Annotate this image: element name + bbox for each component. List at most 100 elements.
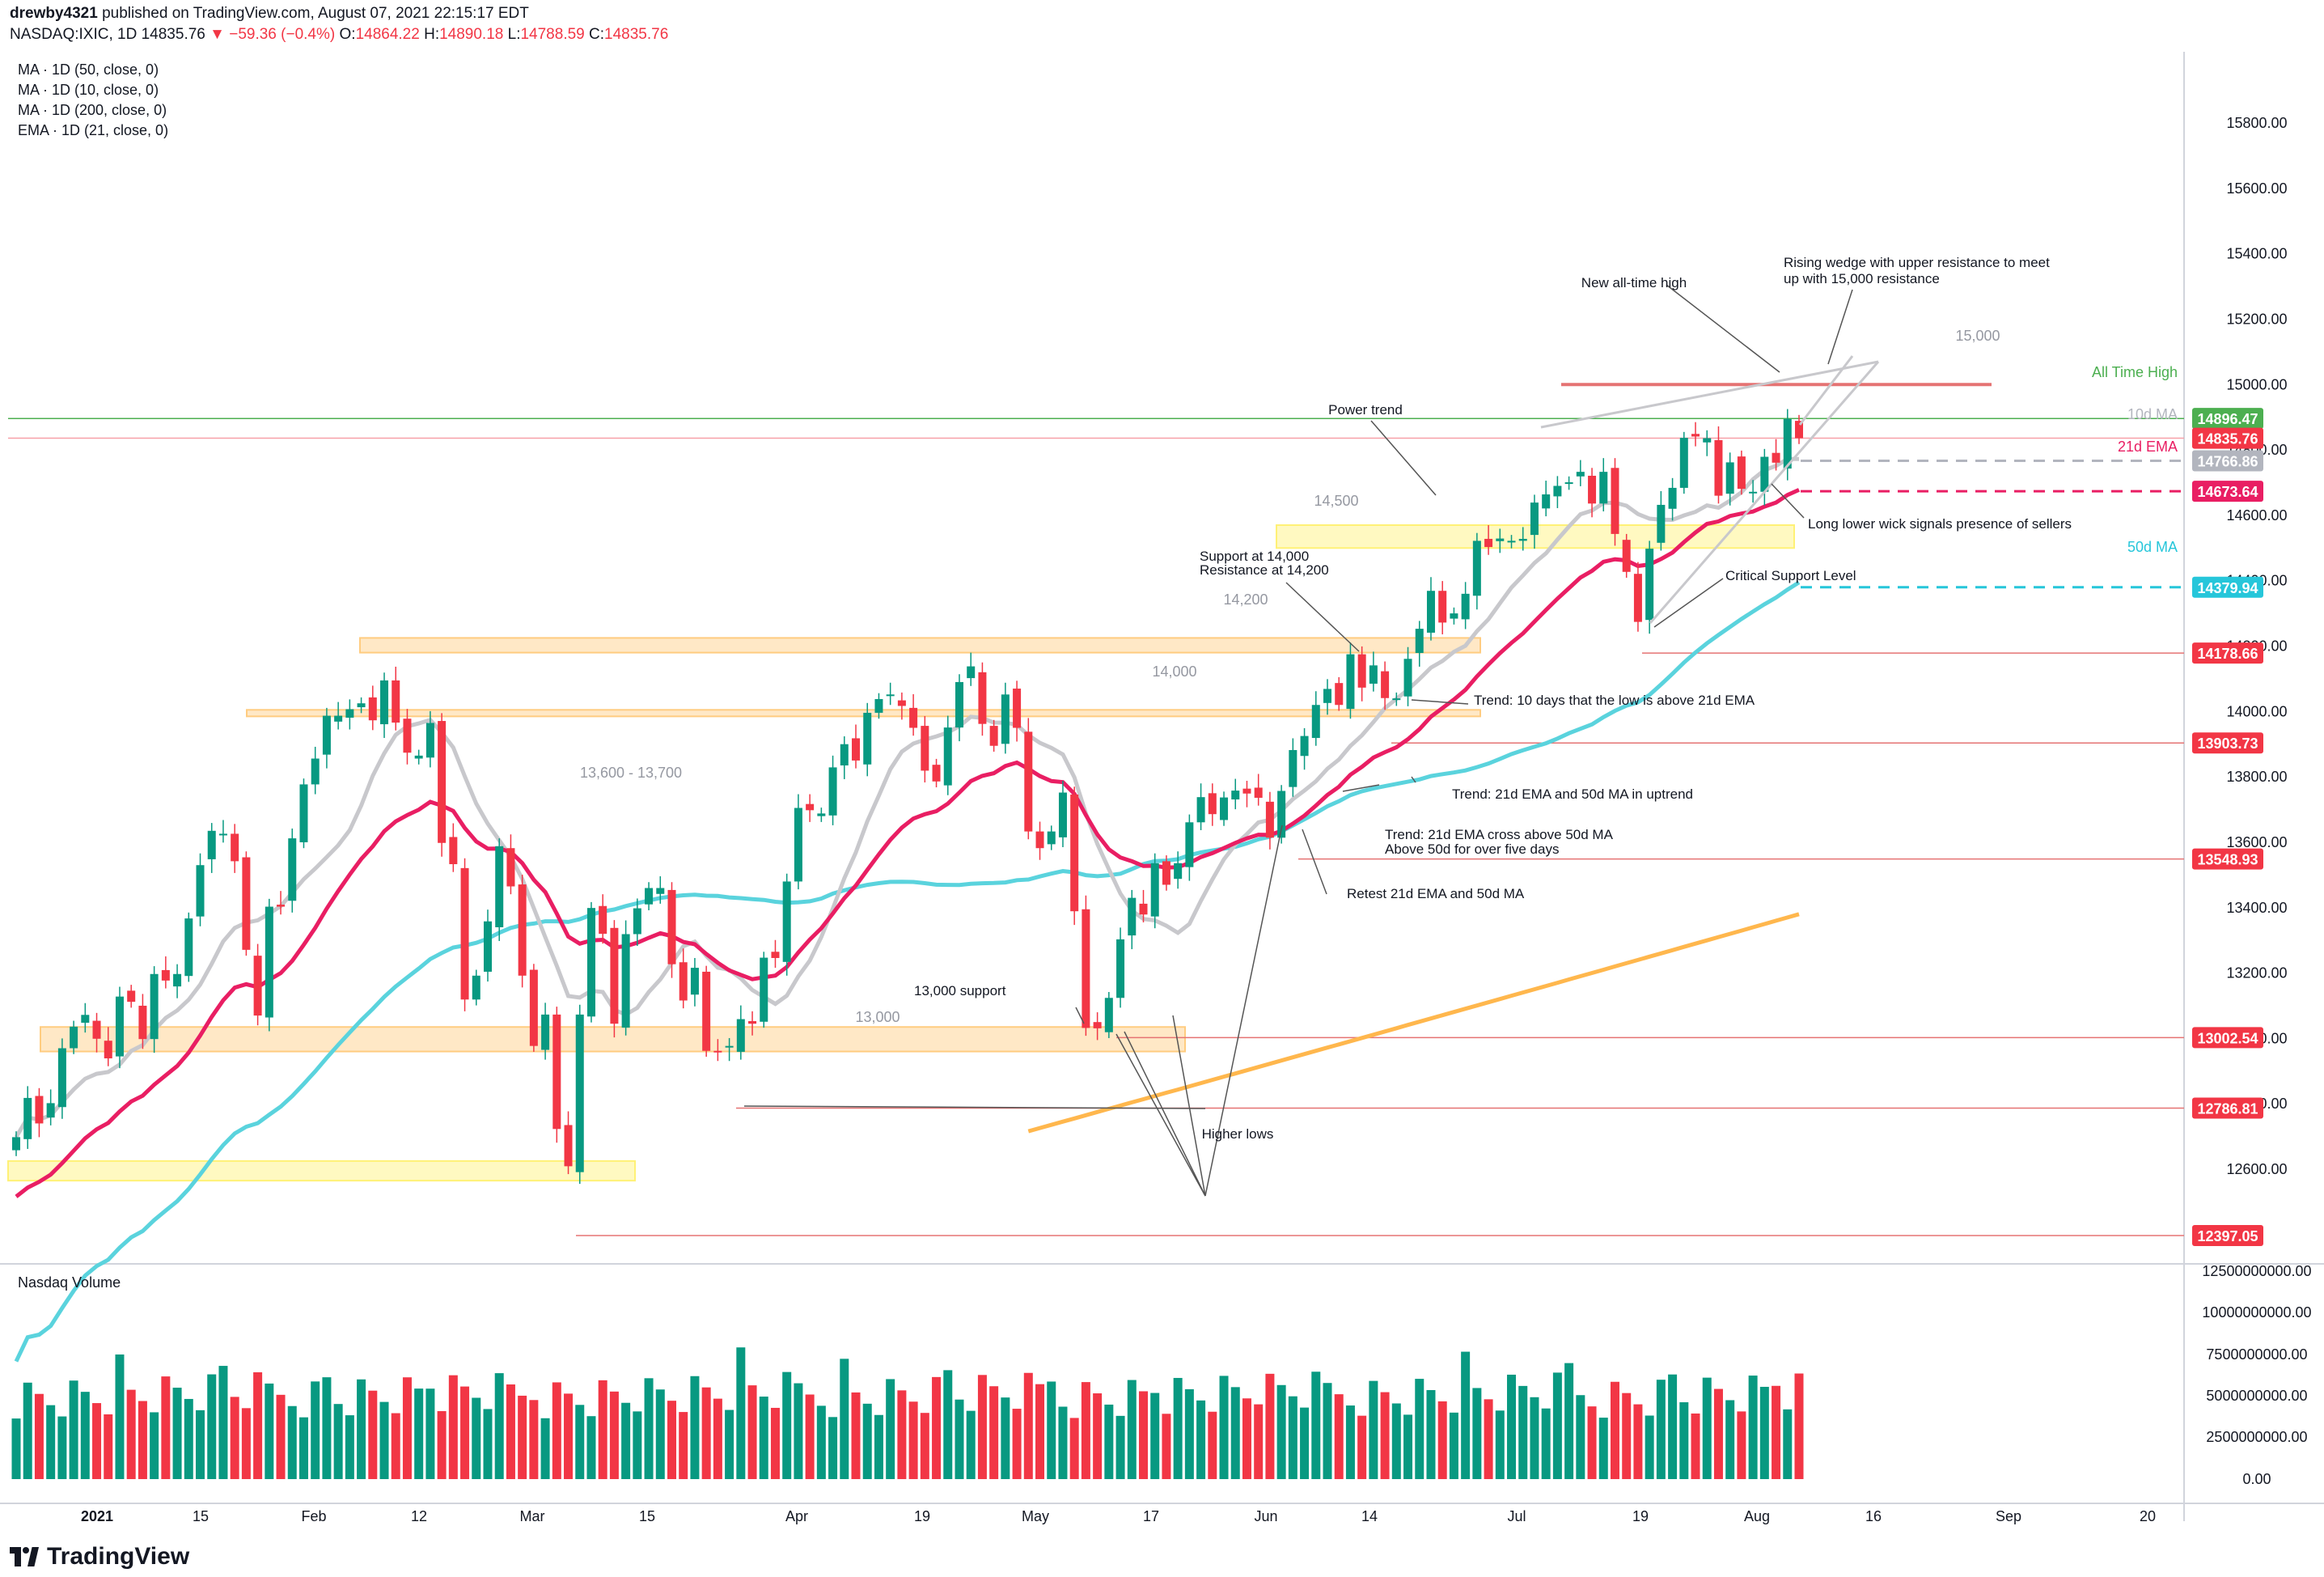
candle [679, 948, 688, 1009]
volume-bar [966, 1410, 976, 1479]
candle [874, 693, 883, 719]
volume-bar [1265, 1373, 1275, 1479]
volume-bar [1783, 1409, 1793, 1479]
price-tick: 15000.00 [2226, 376, 2287, 392]
time-tick: 16 [1865, 1508, 1882, 1524]
arrow-retest [1302, 829, 1327, 895]
candle [357, 697, 366, 714]
svg-text:14379.94: 14379.94 [2197, 580, 2258, 596]
volume-bar [1656, 1380, 1666, 1479]
price-tag: 13548.93 [2192, 848, 2263, 870]
annotation-retest: Retest 21d EMA and 50d MA [1347, 886, 1525, 901]
price-tick: 15400.00 [2226, 246, 2287, 262]
volume-bar [1541, 1408, 1551, 1479]
arrow-higher-low-3 [1204, 825, 1283, 1197]
candle [1208, 783, 1217, 826]
candle [1196, 783, 1205, 830]
volume-tick: 12500000000.00 [2202, 1263, 2311, 1279]
volume-bar [1047, 1381, 1056, 1479]
candle [161, 956, 170, 989]
price-tag: 14766.86 [1801, 450, 2263, 472]
volume-bar [1012, 1409, 1022, 1479]
volume-bar [1369, 1380, 1378, 1479]
label-all-time-high: All Time High [2092, 364, 2178, 380]
svg-text:14673.64: 14673.64 [2197, 484, 2258, 500]
price-tag: 14673.64 [1801, 481, 2263, 502]
candle [1369, 651, 1378, 692]
volume-bar [1058, 1406, 1068, 1479]
volume-bar [379, 1401, 389, 1479]
volume-axis[interactable]: 12500000000.00 10000000000.00 7500000000.0… [2202, 1263, 2311, 1487]
volume-bar [218, 1366, 228, 1479]
volume-bar [644, 1378, 654, 1479]
tradingview-logo[interactable]: TradingView [10, 1542, 189, 1571]
candle [12, 1131, 20, 1156]
high-label: H: [424, 26, 440, 43]
time-axis[interactable]: 2021 15 Feb 12 Mar 15 Apr 19 May 17 Jun 14 Jul 19 Aug 1… [81, 1508, 2156, 1524]
annotation-trend-uptrend: Trend: 21d EMA and 50d MA in uptrend [1452, 786, 1693, 802]
volume-bar [1564, 1363, 1574, 1479]
time-tick: 19 [914, 1508, 930, 1524]
tradingview-logo-icon [10, 1547, 39, 1566]
volume-bar [298, 1417, 308, 1479]
volume-bar [1196, 1400, 1206, 1479]
time-tick: 12 [411, 1508, 427, 1524]
volume-bar [1104, 1404, 1114, 1479]
candle [253, 943, 262, 1026]
candle [840, 736, 849, 779]
username[interactable]: drewby4321 [10, 5, 98, 22]
volume-bar [287, 1405, 297, 1479]
horizontal-level-lines [8, 383, 2184, 1236]
symbol-name[interactable]: NASDAQ:IXIC, 1D [10, 26, 138, 43]
volume-bar [1495, 1410, 1505, 1479]
volume-bar [977, 1375, 987, 1479]
annotation-long-wick: Long lower wick signals presence of sell… [1808, 516, 2072, 532]
volume-bar [1794, 1373, 1804, 1479]
candle [1128, 889, 1137, 950]
price-tick: 14000.00 [2226, 703, 2287, 719]
price-tick: 15200.00 [2226, 311, 2287, 327]
volume-bar [425, 1388, 435, 1479]
candle [403, 709, 412, 765]
volume-bar [1518, 1385, 1528, 1479]
volume-bar [713, 1398, 722, 1479]
candle [771, 939, 780, 969]
volume-bar [115, 1354, 125, 1479]
volume-bar [437, 1410, 447, 1479]
volume-bar [1300, 1407, 1310, 1479]
volume-bar [701, 1387, 711, 1479]
candle [1116, 927, 1125, 1008]
candle [1633, 562, 1642, 632]
annotation-rising-wedge-2: up with 15,000 resistance [1784, 271, 1940, 286]
candle [46, 1089, 55, 1126]
volume-bar [357, 1379, 366, 1479]
candle [1185, 814, 1194, 881]
time-tick: Jul [1507, 1508, 1526, 1524]
candle [702, 965, 711, 1058]
candle [541, 1003, 550, 1060]
volume-bar [564, 1393, 574, 1479]
candle [1335, 676, 1344, 711]
volume-bar [1357, 1415, 1367, 1479]
volume-bar [1598, 1418, 1608, 1479]
annotation-trend-cross: Trend: 21d EMA cross above 50d MA [1385, 827, 1614, 842]
volume-bar [241, 1408, 251, 1479]
volume-bar [460, 1386, 470, 1479]
price-tick: 15800.00 [2226, 115, 2287, 131]
arrow-higher-low-1 [1124, 1031, 1206, 1197]
volume-bar [920, 1413, 929, 1479]
volume-bar [494, 1373, 504, 1479]
volume-bar [23, 1382, 32, 1479]
annotations: Rising wedge with upper resistance to me… [580, 255, 2178, 1142]
candle [897, 692, 906, 720]
volume-bar [1023, 1372, 1033, 1479]
volume-bar [1759, 1386, 1769, 1479]
volume-bar [633, 1411, 642, 1479]
wedge-tip [1798, 355, 1854, 426]
arrow-13000-support [1075, 1007, 1085, 1024]
volume-bar [540, 1418, 550, 1479]
label-14000: 14,000 [1152, 663, 1196, 680]
volume-bar [667, 1401, 677, 1479]
down-triangle-icon: ▼ [210, 26, 225, 43]
